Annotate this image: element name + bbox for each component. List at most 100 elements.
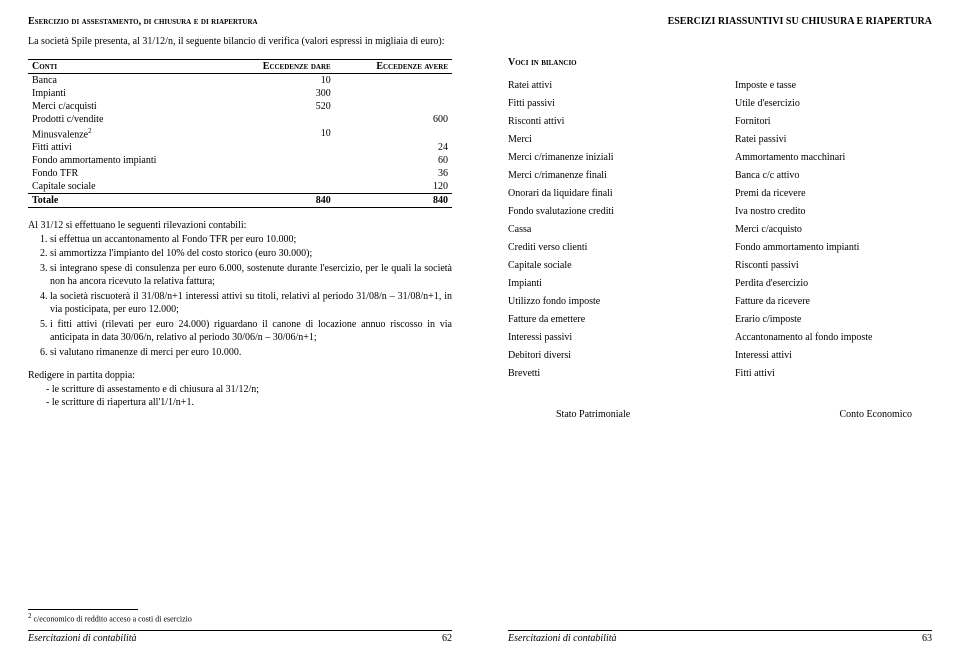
page-right: ESERCIZI RIASSUNTIVI SU CHIUSURA E RIAPE… bbox=[480, 0, 960, 652]
left-intro: La società Spile presenta, al 31/12/n, i… bbox=[28, 35, 452, 49]
table-row-name: Banca bbox=[28, 73, 223, 87]
voce-right: Utile d'esercizio bbox=[735, 98, 932, 109]
note-item: si effettua un accantonamento al Fondo T… bbox=[50, 233, 452, 247]
voce-left: Fitti passivi bbox=[508, 98, 705, 109]
table-row-name: Fondo TFR bbox=[28, 167, 223, 180]
voce-left: Cassa bbox=[508, 224, 705, 235]
table-row-avere bbox=[335, 73, 452, 87]
voce-left: Crediti verso clienti bbox=[508, 242, 705, 253]
table-row-avere: 120 bbox=[335, 180, 452, 194]
table-row-dare bbox=[223, 141, 335, 154]
voce-left: Interessi passivi bbox=[508, 332, 705, 343]
total-label: Totale bbox=[28, 193, 223, 207]
voce-left: Ratei attivi bbox=[508, 80, 705, 91]
voce-left: Utilizzo fondo imposte bbox=[508, 296, 705, 307]
voce-right: Perdita d'esercizio bbox=[735, 278, 932, 289]
page-left: Esercizio di assestamento, di chiusura e… bbox=[0, 0, 480, 652]
table-row-dare bbox=[223, 167, 335, 180]
table-row-sup: 2 bbox=[88, 127, 92, 135]
bottom-row: Stato Patrimoniale Conto Economico bbox=[508, 409, 932, 420]
th-avere: Eccedenze avere bbox=[335, 59, 452, 73]
voce-right: Ratei passivi bbox=[735, 134, 932, 145]
note-item: si ammortizza l'impianto del 10% del cos… bbox=[50, 247, 452, 261]
table-row-dare: 300 bbox=[223, 87, 335, 100]
voce-right: Merci c/acquisto bbox=[735, 224, 932, 235]
voce-right: Erario c/imposte bbox=[735, 314, 932, 325]
footer-left: Esercitazioni di contabilità 62 bbox=[0, 630, 480, 644]
note-item: si valutano rimanenze di merci per euro … bbox=[50, 346, 452, 360]
th-dare: Eccedenze dare bbox=[223, 59, 335, 73]
table-row-dare: 520 bbox=[223, 100, 335, 113]
footer-book-right: Esercitazioni di contabilità bbox=[508, 633, 617, 644]
stato-patrimoniale: Stato Patrimoniale bbox=[556, 409, 630, 420]
table-row-name: Prodotti c/vendite bbox=[28, 113, 223, 126]
table-row-dare bbox=[223, 113, 335, 126]
footer-page-left: 62 bbox=[442, 633, 452, 644]
table-row-name: Capitale sociale bbox=[28, 180, 223, 194]
table-row-avere bbox=[335, 100, 452, 113]
table-row-dare bbox=[223, 180, 335, 194]
table-row-name: Merci c/acquisti bbox=[28, 100, 223, 113]
voce-right: Interessi attivi bbox=[735, 350, 932, 361]
redigere-title: Redigere in partita doppia: bbox=[28, 369, 452, 383]
voce-left: Merci c/rimanenze finali bbox=[508, 170, 705, 181]
voce-right: Fornitori bbox=[735, 116, 932, 127]
voce-left: Onorari da liquidare finali bbox=[508, 188, 705, 199]
voce-left: Risconti attivi bbox=[508, 116, 705, 127]
note-item: la società riscuoterà il 31/08/n+1 inter… bbox=[50, 290, 452, 317]
table-row-avere: 600 bbox=[335, 113, 452, 126]
table-row-name: Impianti bbox=[28, 87, 223, 100]
voce-right: Fitti attivi bbox=[735, 368, 932, 379]
note-item: si integrano spese di consulenza per eur… bbox=[50, 262, 452, 289]
right-title: ESERCIZI RIASSUNTIVI SU CHIUSURA E RIAPE… bbox=[508, 16, 932, 27]
voce-left: Fondo svalutazione crediti bbox=[508, 206, 705, 217]
left-title: Esercizio di assestamento, di chiusura e… bbox=[28, 16, 452, 27]
voce-left: Merci c/rimanenze iniziali bbox=[508, 152, 705, 163]
footer-right: Esercitazioni di contabilità 63 bbox=[480, 630, 960, 644]
footer-page-right: 63 bbox=[922, 633, 932, 644]
redigere-item: - le scritture di riapertura all'1/1/n+1… bbox=[28, 396, 452, 410]
voce-right: Premi da ricevere bbox=[735, 188, 932, 199]
th-conti: Conti bbox=[28, 59, 223, 73]
note-item: i fitti attivi (rilevati per euro 24.000… bbox=[50, 318, 452, 345]
footnote-text: c/economico di reddito acceso a costi di… bbox=[32, 615, 192, 624]
voce-right: Imposte e tasse bbox=[735, 80, 932, 91]
voce-left: Merci bbox=[508, 134, 705, 145]
conti-table: Conti Eccedenze dare Eccedenze avere Ban… bbox=[28, 59, 452, 208]
table-row-dare: 10 bbox=[223, 73, 335, 87]
table-row-avere: 60 bbox=[335, 154, 452, 167]
voce-right: Accantonamento al fondo imposte bbox=[735, 332, 932, 343]
table-row-name: Fondo ammortamento impianti bbox=[28, 154, 223, 167]
footer-book-left: Esercitazioni di contabilità bbox=[28, 633, 137, 644]
voce-left: Capitale sociale bbox=[508, 260, 705, 271]
table-row-avere: 36 bbox=[335, 167, 452, 180]
conto-economico: Conto Economico bbox=[840, 409, 913, 420]
voce-left: Fatture da emettere bbox=[508, 314, 705, 325]
table-row-avere: 24 bbox=[335, 141, 452, 154]
table-row-avere bbox=[335, 87, 452, 100]
total-dare: 840 bbox=[223, 193, 335, 207]
table-row-dare: 10 bbox=[223, 126, 335, 141]
voce-right: Risconti passivi bbox=[735, 260, 932, 271]
right-subtitle: Voci in bilancio bbox=[508, 57, 932, 68]
redigere-block: Redigere in partita doppia: - le scrittu… bbox=[28, 369, 452, 410]
table-row-avere bbox=[335, 126, 452, 141]
table-row-name: Minusvalenze2 bbox=[28, 126, 223, 141]
voce-right: Fatture da ricevere bbox=[735, 296, 932, 307]
redigere-item: - le scritture di assestamento e di chiu… bbox=[28, 383, 452, 397]
voce-left: Brevetti bbox=[508, 368, 705, 379]
notes-intro: Al 31/12 si effettuano le seguenti rilev… bbox=[28, 220, 452, 231]
voci-grid: Ratei attivi Imposte e tasse Fitti passivi… bbox=[508, 80, 932, 379]
voce-right: Fondo ammortamento impianti bbox=[735, 242, 932, 253]
voce-left: Debitori diversi bbox=[508, 350, 705, 361]
total-avere: 840 bbox=[335, 193, 452, 207]
table-row-dare bbox=[223, 154, 335, 167]
voce-right: Banca c/c attivo bbox=[735, 170, 932, 181]
footnote: 2 c/economico di reddito acceso a costi … bbox=[28, 612, 192, 624]
voce-right: Iva nostro credito bbox=[735, 206, 932, 217]
notes-list: si effettua un accantonamento al Fondo T… bbox=[28, 233, 452, 360]
voce-left: Impianti bbox=[508, 278, 705, 289]
table-row-name: Fitti attivi bbox=[28, 141, 223, 154]
voce-right: Ammortamento macchinari bbox=[735, 152, 932, 163]
footnote-rule bbox=[28, 609, 138, 610]
